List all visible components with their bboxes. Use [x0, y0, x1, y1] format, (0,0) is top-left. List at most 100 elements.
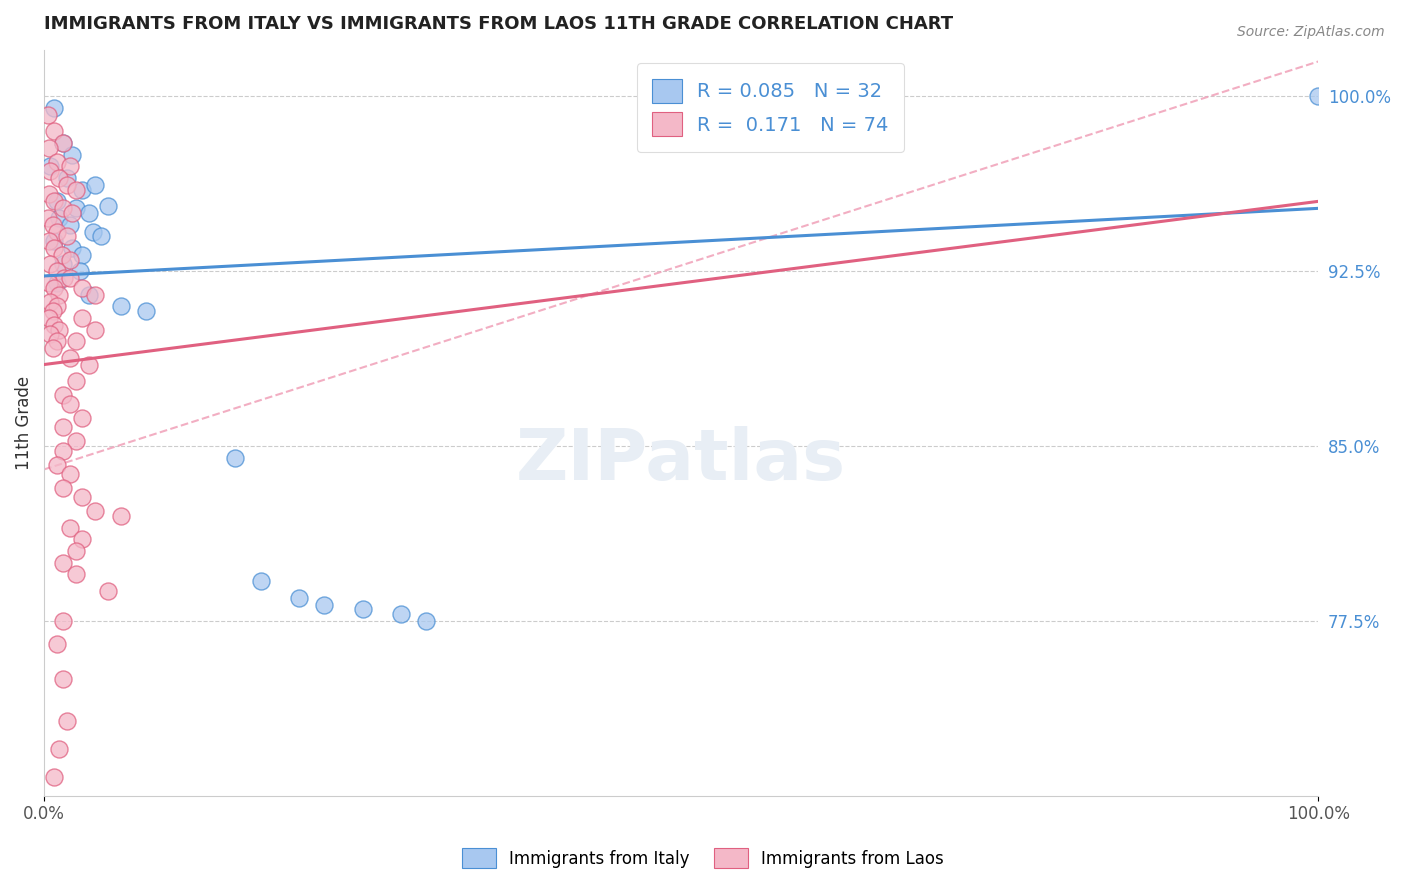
- Point: [56, 229, 79, 244]
- Point: [44, 770, 66, 784]
- Point: [52, 672, 75, 686]
- Point: [39, 800, 62, 814]
- Point: [97, 583, 120, 598]
- Point: [48, 211, 70, 225]
- Point: [56, 171, 79, 186]
- Point: [45, 225, 67, 239]
- Point: [45, 276, 67, 290]
- Point: [58, 521, 80, 535]
- Legend: Immigrants from Italy, Immigrants from Laos: Immigrants from Italy, Immigrants from L…: [454, 839, 952, 877]
- Point: [352, 602, 374, 616]
- Text: ZIPatlas: ZIPatlas: [516, 425, 846, 494]
- Point: [56, 178, 79, 192]
- Point: [58, 351, 80, 365]
- Point: [97, 199, 120, 213]
- Point: [48, 287, 70, 301]
- Point: [84, 504, 107, 518]
- Point: [37, 211, 59, 225]
- Point: [110, 299, 132, 313]
- Point: [65, 183, 87, 197]
- Point: [37, 108, 59, 122]
- Point: [52, 614, 75, 628]
- Point: [48, 322, 70, 336]
- Point: [48, 171, 70, 186]
- Point: [52, 481, 75, 495]
- Point: [90, 229, 112, 244]
- Point: [45, 264, 67, 278]
- Point: [72, 533, 94, 547]
- Point: [249, 574, 271, 589]
- Point: [314, 598, 336, 612]
- Point: [72, 248, 94, 262]
- Point: [72, 183, 94, 197]
- Point: [60, 241, 83, 255]
- Point: [42, 304, 65, 318]
- Point: [65, 544, 87, 558]
- Point: [1308, 89, 1330, 103]
- Text: IMMIGRANTS FROM ITALY VS IMMIGRANTS FROM LAOS 11TH GRADE CORRELATION CHART: IMMIGRANTS FROM ITALY VS IMMIGRANTS FROM…: [44, 15, 953, 33]
- Point: [42, 218, 65, 232]
- Point: [60, 206, 83, 220]
- Point: [84, 322, 107, 336]
- Point: [135, 304, 157, 318]
- Point: [84, 287, 107, 301]
- Point: [110, 509, 132, 524]
- Point: [69, 264, 91, 278]
- Point: [415, 614, 437, 628]
- Point: [65, 567, 87, 582]
- Point: [77, 287, 100, 301]
- Point: [44, 194, 66, 209]
- Point: [72, 491, 94, 505]
- Point: [52, 136, 75, 150]
- Point: [39, 164, 62, 178]
- Point: [44, 234, 66, 248]
- Point: [65, 202, 87, 216]
- Point: [77, 358, 100, 372]
- Point: [65, 334, 87, 349]
- Point: [38, 141, 60, 155]
- Text: Source: ZipAtlas.com: Source: ZipAtlas.com: [1237, 25, 1385, 39]
- Point: [58, 467, 80, 481]
- Point: [84, 178, 107, 192]
- Point: [52, 257, 75, 271]
- Point: [51, 248, 73, 262]
- Point: [72, 280, 94, 294]
- Point: [44, 280, 66, 294]
- Point: [58, 218, 80, 232]
- Point: [52, 136, 75, 150]
- Point: [44, 124, 66, 138]
- Point: [288, 591, 311, 605]
- Point: [65, 374, 87, 388]
- Point: [389, 607, 412, 621]
- Point: [52, 420, 75, 434]
- Point: [60, 147, 83, 161]
- Point: [48, 742, 70, 756]
- Point: [56, 714, 79, 728]
- Point: [45, 334, 67, 349]
- Point: [38, 234, 60, 248]
- Point: [44, 101, 66, 115]
- Point: [58, 252, 80, 267]
- Point: [44, 241, 66, 255]
- Point: [58, 160, 80, 174]
- Point: [42, 341, 65, 355]
- Point: [45, 299, 67, 313]
- Point: [52, 443, 75, 458]
- Point: [65, 434, 87, 449]
- Point: [38, 187, 60, 202]
- Point: [39, 327, 62, 342]
- Point: [39, 160, 62, 174]
- Legend: R = 0.085   N = 32, R =  0.171   N = 74: R = 0.085 N = 32, R = 0.171 N = 74: [637, 63, 904, 152]
- Y-axis label: 11th Grade: 11th Grade: [15, 376, 32, 470]
- Point: [82, 225, 104, 239]
- Point: [38, 310, 60, 325]
- Point: [77, 206, 100, 220]
- Point: [52, 556, 75, 570]
- Point: [44, 318, 66, 332]
- Point: [45, 194, 67, 209]
- Point: [72, 411, 94, 425]
- Point: [52, 388, 75, 402]
- Point: [39, 294, 62, 309]
- Point: [58, 271, 80, 285]
- Point: [52, 202, 75, 216]
